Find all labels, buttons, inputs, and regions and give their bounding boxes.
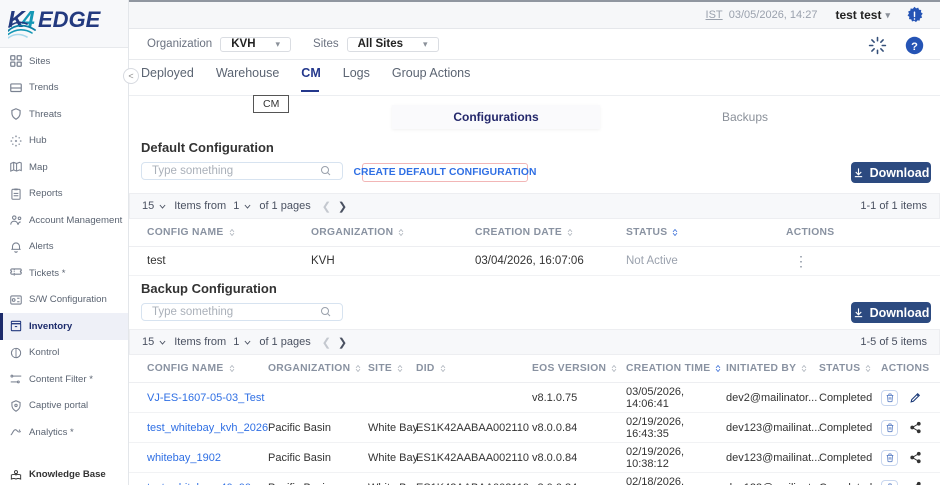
svg-text:EDGE: EDGE [38, 7, 102, 32]
svg-text:?: ? [911, 41, 918, 53]
